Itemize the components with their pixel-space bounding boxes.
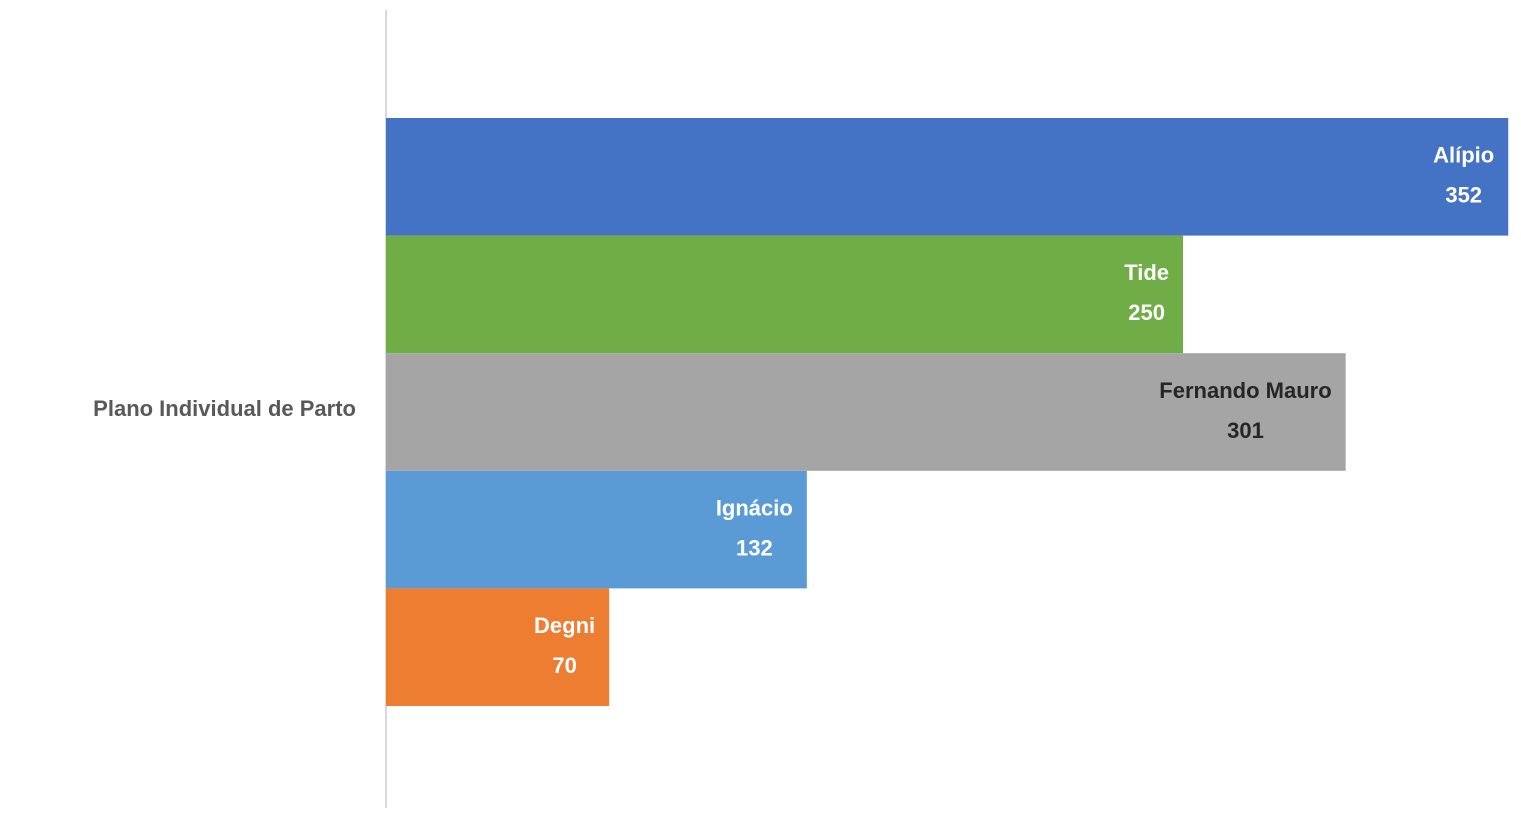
data-label-name: Fernando Mauro — [1159, 378, 1331, 403]
data-label-name: Ignácio — [716, 495, 793, 520]
bar — [386, 470, 807, 589]
bar — [386, 588, 610, 706]
data-label-value: 352 — [1445, 183, 1482, 208]
data-label-name: Tide — [1124, 260, 1169, 285]
data-label-value: 70 — [552, 653, 576, 678]
data-label-name: Degni — [534, 613, 595, 638]
bar — [386, 235, 1184, 354]
data-label-value: 132 — [736, 535, 773, 560]
data-label-value: 250 — [1128, 300, 1165, 325]
data-label-name: Alípio — [1433, 143, 1494, 168]
data-label-value: 301 — [1227, 418, 1264, 443]
category-label: Plano Individual de Parto — [93, 396, 356, 421]
bar — [386, 353, 1346, 471]
bar — [386, 118, 1509, 236]
